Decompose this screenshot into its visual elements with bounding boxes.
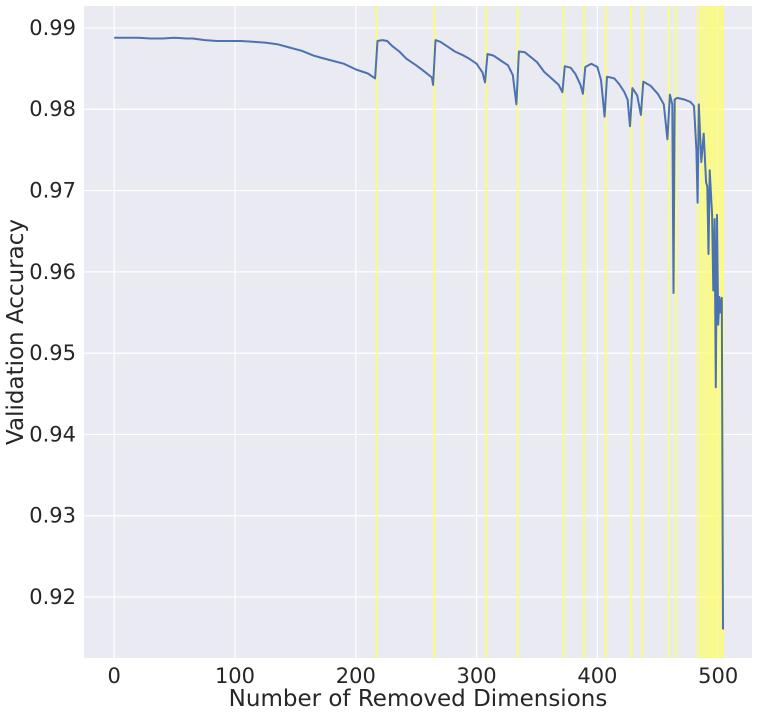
series-line [114,36,724,630]
x-tick-label: 400 [577,664,617,688]
y-tick-label: 0.93 [29,504,76,528]
y-tick-label: 0.94 [29,422,76,446]
y-tick-label: 0.99 [29,16,76,40]
y-tick-label: 0.95 [29,341,76,365]
plot-area [84,6,752,658]
x-tick-label: 200 [336,664,376,688]
y-tick-labels: 0.92 0.93 0.94 0.95 0.96 0.97 0.98 0.99 [29,16,76,609]
x-tick-label: 0 [108,664,121,688]
y-tick-label: 0.97 [29,179,76,203]
y-tick-label: 0.96 [29,260,76,284]
y-tick-label: 0.92 [29,585,76,609]
x-tick-labels: 0 100 200 300 400 500 [108,664,739,688]
highlight-lines [375,6,725,658]
x-axis-label: Number of Removed Dimensions [229,686,608,712]
x-tick-label: 100 [215,664,255,688]
x-tick-label: 300 [457,664,497,688]
y-tick-label: 0.98 [29,97,76,121]
x-tick-label: 500 [698,664,738,688]
y-axis-label: Validation Accuracy [3,219,29,445]
